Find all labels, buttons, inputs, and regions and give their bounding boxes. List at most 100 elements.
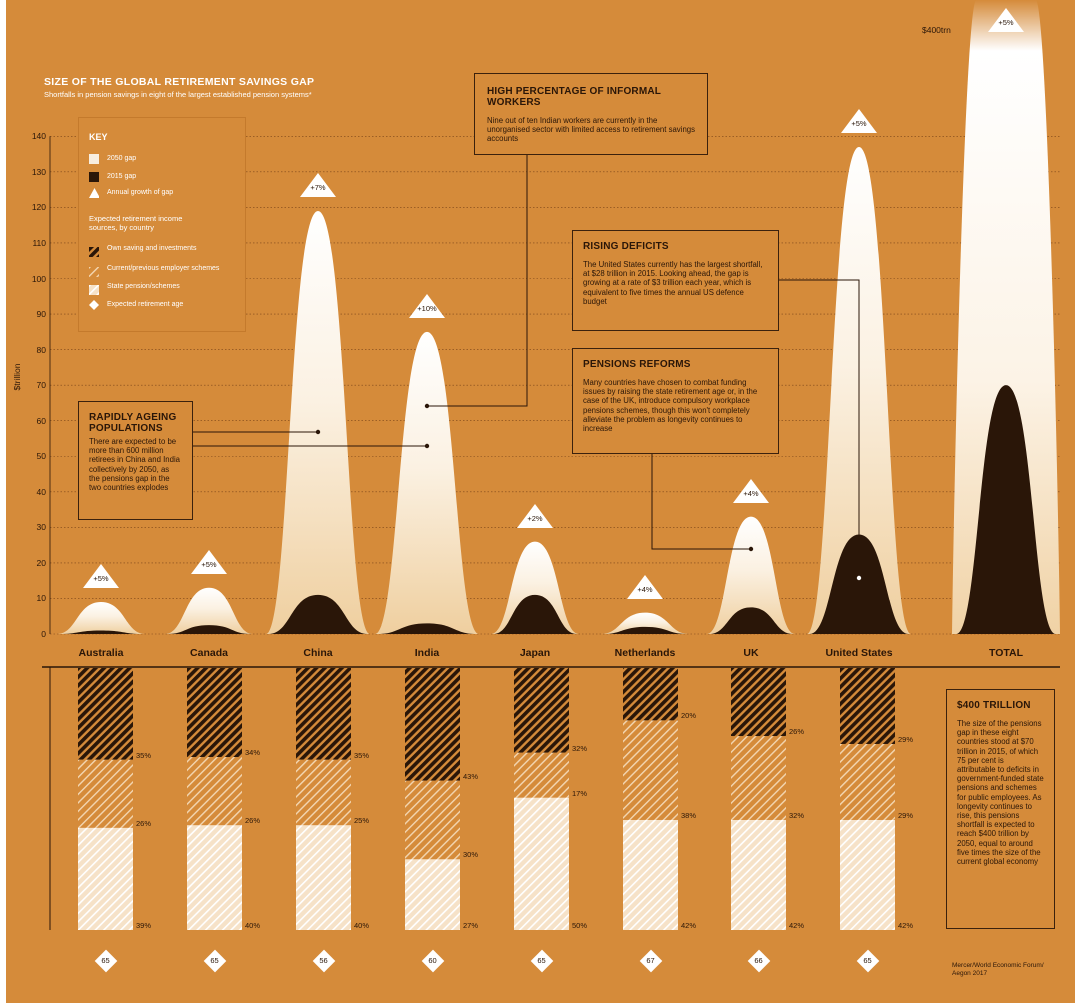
y-tick-130: 130 (31, 166, 46, 177)
annotation-reforms-title: PENSIONS REFORMS (583, 359, 691, 370)
peak-2015-total (956, 385, 1056, 634)
country-label-uk: UK (743, 647, 759, 659)
y-tick-60: 60 (36, 415, 46, 426)
bar-state-japan (514, 797, 569, 930)
leader-dot-informal (424, 403, 430, 409)
retirement-age-label-japan: 65 (537, 956, 546, 965)
pct-employer-canada: 26% (245, 816, 261, 826)
growth-label-uk: +4% (743, 488, 759, 498)
country-label-india: India (414, 647, 440, 659)
annotation-deficits-title: RISING DEFICITS (583, 241, 669, 252)
retirement-age-australia: 65 (94, 949, 117, 973)
bar-state-netherlands (623, 819, 678, 930)
retirement-age-label-united-states: 65 (863, 956, 872, 965)
retirement-age-uk: 66 (747, 949, 770, 973)
y-tick-30: 30 (36, 522, 46, 533)
retirement-age-label-uk: 66 (754, 956, 763, 965)
retirement-age-china: 56 (312, 949, 335, 973)
y-tick-100: 100 (31, 273, 46, 284)
y-tick-140: 140 (31, 131, 46, 142)
growth-badge-canada: +5% (191, 549, 227, 574)
key-swatch-own (89, 244, 99, 257)
key-label-retirement-age: Expected retirement age (107, 301, 184, 308)
bar-own-australia (78, 668, 133, 760)
country-label-netherlands: Netherlands (614, 647, 676, 659)
total-value-label: $400trn (922, 25, 951, 35)
growth-badge-australia: +5% (83, 564, 119, 588)
pct-own-australia: 35% (136, 750, 152, 760)
peak-2050-japan (491, 541, 579, 634)
bar-own-netherlands (623, 668, 678, 721)
triangle-icon (988, 8, 1024, 32)
annotation-ageing-title: RAPIDLY AGEING POPULATIONS (89, 412, 177, 434)
y-tick-20: 20 (36, 557, 46, 568)
growth-label-canada: +5% (201, 559, 217, 569)
source-credit: Mercer/World Economic Forum/ Aegon 2017 (952, 962, 1044, 977)
pct-employer-china: 25% (354, 816, 370, 826)
triangle-icon (627, 574, 663, 599)
y-tick-0: 0 (41, 629, 46, 639)
pct-state-united-states: 42% (898, 921, 914, 930)
annotation-total: $400 TRILLION The size of the pensions g… (946, 689, 1055, 929)
pct-employer-united-states: 29% (898, 810, 914, 820)
key-swatch-state (89, 282, 99, 295)
savings-gap-chart (42, 0, 1060, 930)
y-tick-90: 90 (36, 309, 46, 320)
key-swatch-2050 (89, 154, 99, 164)
retirement-age-label-india: 60 (428, 956, 437, 965)
peak-2015-india (377, 623, 477, 634)
pct-employer-india: 30% (463, 850, 479, 860)
pct-state-canada: 40% (245, 921, 261, 930)
leader-deficits (778, 279, 860, 578)
growth-label-united-states: +5% (851, 118, 867, 128)
peak-2015-china (268, 594, 368, 634)
pct-own-united-states: 29% (898, 734, 914, 744)
growth-label-china: +7% (310, 182, 326, 192)
country-label-australia: Australia (78, 647, 124, 659)
bar-state-india (405, 859, 460, 930)
peak-2050-total (952, 0, 1060, 634)
retirement-age-label-australia: 65 (101, 956, 110, 965)
key-swatch-2015 (89, 172, 99, 182)
bar-employer-united-states (840, 743, 895, 820)
infographic: 0 10 20 30 40 50 60 70 80 90 100 110 120 130 140 Austra… (6, 0, 1075, 1003)
annotation-ageing-populations: RAPIDLY AGEING POPULATIONS There are exp… (78, 401, 193, 520)
peak-2050-uk (707, 516, 795, 634)
bar-employer-india (405, 780, 460, 860)
annotation-rising-deficits: RISING DEFICITS The United States curren… (572, 230, 779, 331)
page-subtitle: Shortfalls in pension savings in eight o… (44, 90, 312, 99)
key-label-employer: Current/previous employer schemes (107, 265, 220, 272)
annotation-total-title: $400 TRILLION (957, 700, 1031, 711)
triangle-icon (83, 564, 119, 588)
bar-state-uk (731, 819, 786, 930)
pct-employer-netherlands: 38% (681, 810, 697, 820)
pct-employer-uk: 32% (789, 810, 805, 820)
triangle-icon (841, 108, 877, 133)
pct-employer-japan: 17% (572, 788, 588, 798)
triangle-icon (191, 549, 227, 574)
triangle-icon (517, 503, 553, 528)
peak-2050-canada (165, 587, 253, 634)
bar-state-china (296, 825, 351, 930)
pct-state-china: 40% (354, 921, 370, 930)
annotation-informal-workers: HIGH PERCENTAGE OF INFORMAL WORKERS Nine… (474, 73, 708, 155)
pct-state-australia: 39% (136, 921, 152, 930)
growth-label-total: +5% (998, 18, 1014, 27)
pct-own-uk: 26% (789, 727, 805, 737)
bar-employer-uk (731, 736, 786, 820)
key-box: KEY 2050 gap 2015 gap Annual growth of g… (78, 117, 246, 332)
pct-employer-australia: 26% (136, 818, 152, 828)
peak-2015-australia (59, 630, 143, 634)
growth-badge-uk: +4% (733, 478, 769, 503)
y-tick-80: 80 (36, 344, 46, 355)
annotation-informal-body: Nine out of ten Indian workers are curre… (487, 116, 696, 144)
triangle-icon (409, 293, 445, 318)
y-tick-40: 40 (36, 486, 46, 497)
annotation-reforms-body: Many countries have chosen to combat fun… (583, 378, 758, 434)
bar-own-united-states (840, 668, 895, 744)
growth-label-australia: +5% (93, 574, 109, 583)
peak-2015-uk (709, 607, 793, 634)
growth-badge-china: +7% (300, 172, 336, 197)
country-label-canada: Canada (190, 647, 228, 659)
pct-own-canada: 34% (245, 748, 261, 758)
